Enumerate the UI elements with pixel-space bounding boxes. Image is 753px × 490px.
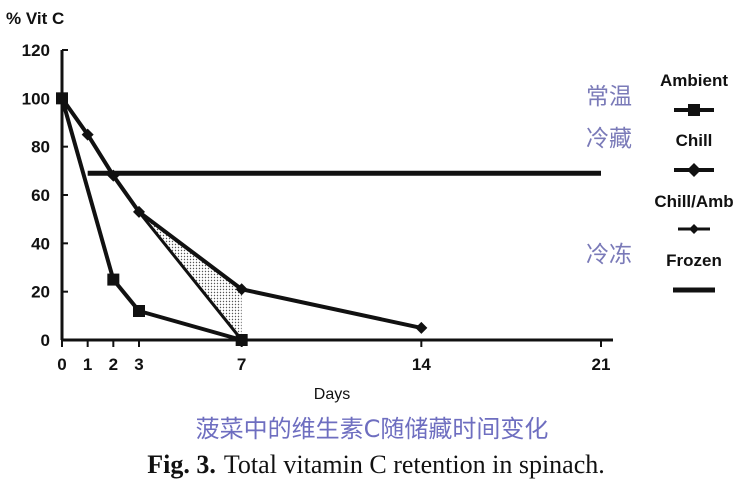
y-tick-label-100: 100 [22,89,50,108]
x-tick-label-3: 3 [134,355,143,374]
y-tick-label-40: 40 [31,234,50,253]
y-tick-label-80: 80 [31,138,50,157]
point-chill-amb-4 [237,336,246,344]
caption-text: Total vitamin C retention in spinach. [224,450,605,479]
y-tick-label-0: 0 [41,331,50,350]
legend-label-chill-amb: Chill/Amb [654,192,733,211]
x-tick-label-14: 14 [412,355,431,374]
x-tick-label-21: 21 [592,355,611,374]
point-chill-4 [235,283,248,296]
y-tick-label-20: 20 [31,283,50,302]
annotation-chill-cn: 冷藏 [586,126,632,152]
point-chill-amb-3 [135,207,143,216]
annotation-ambient-cn: 常温 [586,84,632,110]
y-tick-label-120: 120 [22,41,50,60]
legend-label-ambient: Ambient [660,71,728,90]
figure-caption: Fig. 3. Total vitamin C retention in spin… [147,450,605,479]
y-tick-label-60: 60 [31,186,50,205]
x-tick-label-2: 2 [109,355,118,374]
caption-label: Fig. 3. [147,450,216,479]
x-tick-label-7: 7 [237,355,246,374]
legend-marker-chill [674,163,714,177]
point-chill-amb-1 [83,130,92,139]
x-tick-label-1: 1 [83,355,92,374]
chart-subtitle: 菠菜中的维生素C随储藏时间变化 [196,415,549,443]
legend: Ambient Chill Chill/Amb Frozen 常温 冷藏 冷冻 [586,71,734,293]
legend-marker-chill-amb [678,224,710,234]
legend-label-chill: Chill [676,131,713,150]
annotation-frozen-cn: 冷冻 [586,242,632,268]
point-ambient-1 [107,273,120,286]
legend-label-frozen: Frozen [666,251,722,270]
legend-marker-ambient [674,104,714,116]
point-chill-5 [415,321,428,334]
point-chill-amb-0 [58,94,66,103]
series-line-ambient [60,97,243,342]
point-ambient-2 [133,305,145,317]
y-axis-label: % Vit C [6,9,64,28]
x-axis-label: Days [314,386,350,403]
x-tick-label-0: 0 [57,355,66,374]
